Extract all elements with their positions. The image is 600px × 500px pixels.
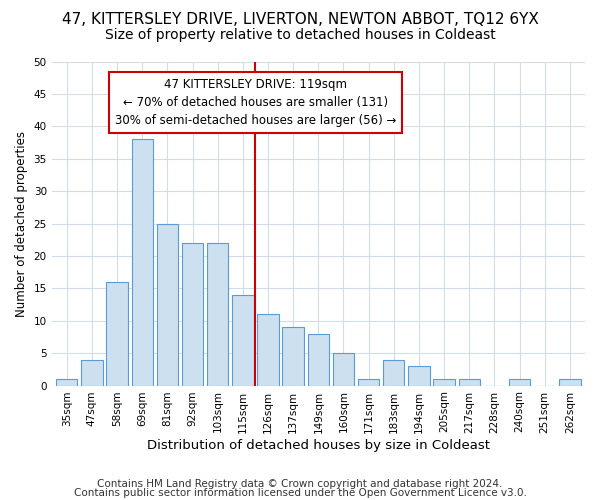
Bar xyxy=(182,243,203,386)
Bar xyxy=(509,379,530,386)
Text: Size of property relative to detached houses in Coldeast: Size of property relative to detached ho… xyxy=(104,28,496,42)
Bar xyxy=(131,140,153,386)
Y-axis label: Number of detached properties: Number of detached properties xyxy=(15,130,28,316)
Bar xyxy=(408,366,430,386)
Text: 47 KITTERSLEY DRIVE: 119sqm
← 70% of detached houses are smaller (131)
30% of se: 47 KITTERSLEY DRIVE: 119sqm ← 70% of det… xyxy=(115,78,396,126)
Bar xyxy=(207,243,229,386)
Text: 47, KITTERSLEY DRIVE, LIVERTON, NEWTON ABBOT, TQ12 6YX: 47, KITTERSLEY DRIVE, LIVERTON, NEWTON A… xyxy=(62,12,538,28)
Bar xyxy=(81,360,103,386)
Bar xyxy=(383,360,404,386)
Bar xyxy=(157,224,178,386)
Bar xyxy=(56,379,77,386)
Bar xyxy=(257,314,279,386)
Bar xyxy=(283,327,304,386)
Bar xyxy=(358,379,379,386)
Bar xyxy=(308,334,329,386)
Text: Contains HM Land Registry data © Crown copyright and database right 2024.: Contains HM Land Registry data © Crown c… xyxy=(97,479,503,489)
Bar xyxy=(458,379,480,386)
Bar xyxy=(433,379,455,386)
Bar xyxy=(333,353,354,386)
Bar xyxy=(232,295,254,386)
X-axis label: Distribution of detached houses by size in Coldeast: Distribution of detached houses by size … xyxy=(147,440,490,452)
Bar xyxy=(559,379,581,386)
Text: Contains public sector information licensed under the Open Government Licence v3: Contains public sector information licen… xyxy=(74,488,526,498)
Bar xyxy=(106,282,128,386)
